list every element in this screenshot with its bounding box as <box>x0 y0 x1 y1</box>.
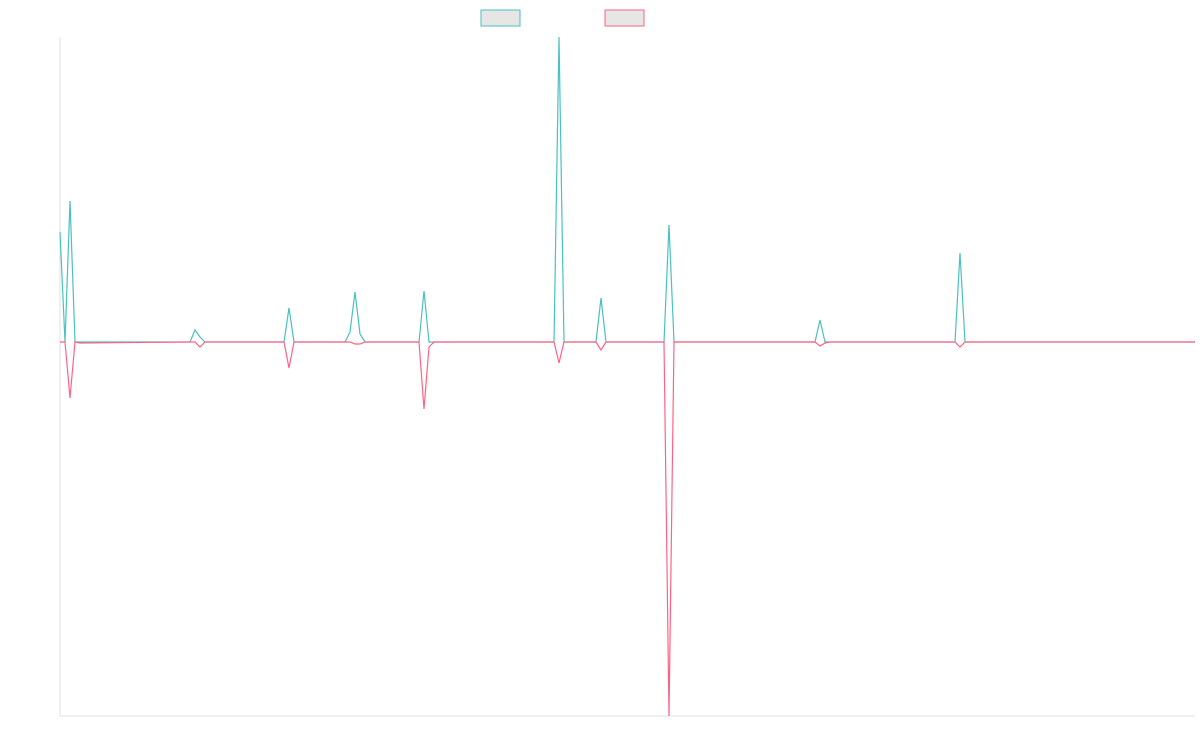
series-line <box>59 36 1195 343</box>
legend-swatch[interactable] <box>604 9 645 27</box>
series-line <box>60 341 1195 717</box>
legend-swatch[interactable] <box>480 9 521 27</box>
